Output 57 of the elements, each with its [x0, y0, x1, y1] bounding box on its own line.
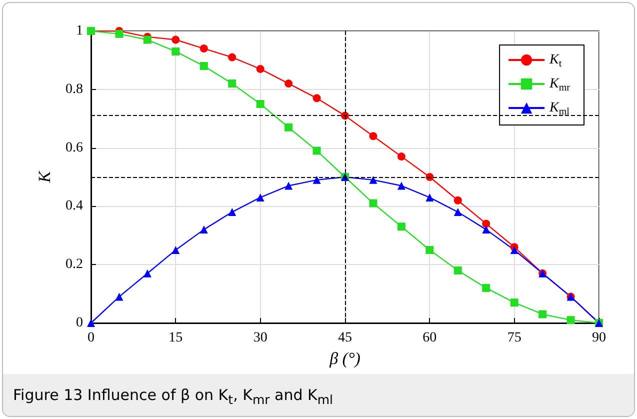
point — [369, 199, 378, 208]
point — [482, 226, 490, 234]
point — [482, 284, 490, 292]
point — [228, 80, 236, 88]
y-tick-label: 0.4 — [66, 198, 83, 214]
y-tick-label: 1 — [76, 24, 83, 38]
point — [143, 269, 152, 278]
x-tick-label: 90 — [592, 330, 606, 346]
point — [454, 266, 462, 274]
point — [284, 123, 293, 132]
point — [312, 176, 321, 184]
point — [143, 36, 152, 44]
point — [284, 182, 293, 190]
x-tick-label: 30 — [253, 330, 268, 346]
point — [200, 62, 208, 70]
y-tick-label: 0.8 — [66, 82, 83, 97]
x-tick-label: 15 — [168, 330, 183, 346]
point — [256, 64, 264, 73]
point — [510, 298, 518, 307]
y-axis-title: K — [35, 170, 54, 184]
point — [256, 100, 264, 108]
point — [228, 208, 236, 216]
point — [369, 176, 378, 184]
point — [482, 220, 490, 228]
point — [312, 94, 321, 102]
point — [200, 44, 208, 53]
x-tick-label: 60 — [422, 330, 437, 346]
point — [426, 193, 434, 202]
point — [172, 47, 180, 56]
point — [115, 292, 124, 301]
point — [397, 222, 406, 231]
point — [369, 132, 378, 140]
point — [454, 208, 462, 216]
point — [256, 193, 264, 202]
point — [426, 246, 434, 254]
x-tick-label: 75 — [507, 330, 522, 346]
point — [538, 310, 547, 318]
y-tick-label: 0.6 — [66, 140, 83, 156]
point — [397, 182, 406, 190]
point — [228, 53, 236, 62]
point — [397, 152, 406, 161]
x-tick-label: 0 — [88, 330, 94, 346]
point — [115, 30, 124, 38]
point — [87, 319, 95, 327]
point — [510, 246, 518, 254]
x-axis-title: β (°) — [328, 348, 361, 368]
point — [172, 246, 180, 254]
caption: Figure 13 Influence of β on K$_{t}$, K$_{mr}$ and K$_{ml}$ — [3, 374, 634, 416]
x-tick-label: 45 — [338, 330, 352, 346]
point — [312, 146, 321, 155]
y-tick-label: 0 — [76, 316, 83, 330]
point — [200, 226, 208, 234]
y-tick-label: 0.2 — [66, 257, 83, 272]
point — [454, 196, 462, 204]
point — [566, 316, 575, 324]
point — [284, 80, 293, 88]
point — [172, 36, 180, 44]
